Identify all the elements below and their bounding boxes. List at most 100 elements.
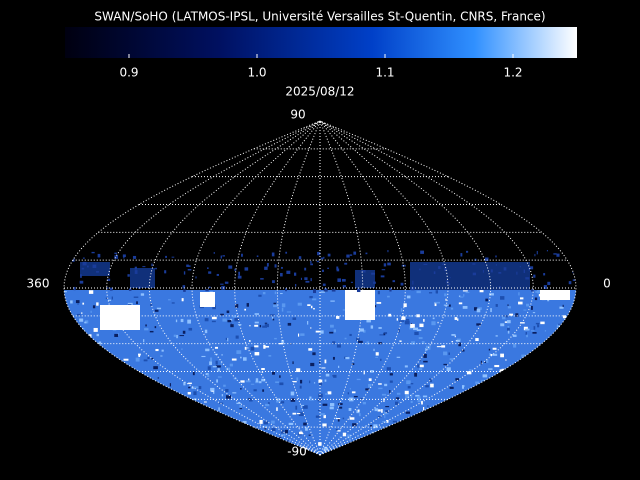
texture (267, 402, 270, 405)
texture (263, 421, 268, 425)
texture (84, 321, 87, 324)
texture (208, 271, 212, 274)
texture (149, 302, 153, 306)
texture (187, 269, 192, 271)
texture (416, 290, 421, 294)
texture (572, 279, 576, 281)
texture (261, 371, 264, 373)
texture (82, 261, 87, 266)
texture (296, 368, 301, 373)
texture (274, 337, 277, 340)
texture (280, 401, 285, 404)
texture (300, 333, 305, 336)
texture (492, 347, 497, 350)
texture (389, 373, 393, 376)
texture (321, 367, 326, 369)
texture (430, 383, 434, 388)
texture (145, 324, 147, 327)
texture (216, 379, 219, 383)
texture (431, 321, 436, 326)
texture (504, 321, 509, 323)
texture (230, 324, 234, 328)
texture (111, 296, 113, 300)
texture (407, 386, 411, 389)
texture (271, 252, 275, 257)
texture (419, 364, 424, 368)
texture (307, 304, 311, 306)
texture (461, 385, 465, 389)
texture (292, 412, 297, 415)
texture (389, 380, 393, 383)
texture (309, 396, 312, 401)
texture (543, 273, 546, 276)
texture (173, 334, 176, 337)
texture (444, 293, 447, 297)
texture (295, 405, 298, 410)
texture (175, 319, 178, 323)
texture (534, 297, 538, 301)
texture (445, 298, 447, 301)
texture (322, 283, 326, 286)
texture (182, 330, 186, 334)
bright-patch (345, 290, 375, 320)
texture (382, 420, 387, 423)
texture (114, 252, 118, 255)
texture (305, 427, 308, 431)
texture (290, 391, 295, 396)
texture (304, 267, 307, 271)
texture (357, 409, 360, 412)
texture (338, 403, 343, 406)
texture (425, 385, 429, 388)
colorbar-tick-label: 0.9 (119, 66, 138, 80)
texture (404, 320, 410, 325)
texture (220, 255, 222, 259)
texture (280, 272, 283, 277)
texture (143, 339, 145, 343)
meridian (319, 120, 406, 456)
texture (155, 348, 159, 352)
texture (532, 331, 537, 334)
texture (324, 379, 327, 382)
texture (479, 290, 484, 293)
texture (232, 315, 236, 318)
texture (133, 296, 139, 298)
texture (205, 348, 210, 352)
texture (536, 250, 538, 255)
texture (392, 280, 396, 283)
texture (381, 269, 386, 271)
texture (96, 302, 99, 306)
texture (482, 374, 488, 378)
texture (317, 409, 320, 412)
texture (229, 318, 233, 322)
texture (271, 428, 276, 432)
texture (305, 447, 308, 451)
texture (332, 356, 335, 360)
texture (451, 334, 456, 336)
texture (198, 386, 202, 390)
texture (446, 280, 449, 284)
texture (356, 378, 361, 381)
texture (348, 407, 352, 411)
texture (398, 328, 400, 333)
texture (192, 371, 195, 376)
texture (242, 357, 247, 361)
texture (473, 287, 476, 289)
texture (547, 281, 551, 286)
texture (433, 271, 436, 275)
texture (386, 367, 391, 371)
texture (488, 348, 491, 351)
texture (154, 309, 159, 312)
texture (234, 304, 239, 308)
texture (262, 325, 268, 328)
texture (157, 377, 160, 379)
texture (327, 267, 329, 269)
texture (516, 271, 518, 275)
texture (422, 407, 425, 411)
texture (568, 281, 572, 285)
texture (406, 380, 411, 385)
texture (236, 402, 241, 405)
texture (368, 424, 371, 426)
texture (310, 327, 312, 329)
texture (244, 267, 249, 271)
texture (187, 265, 191, 267)
